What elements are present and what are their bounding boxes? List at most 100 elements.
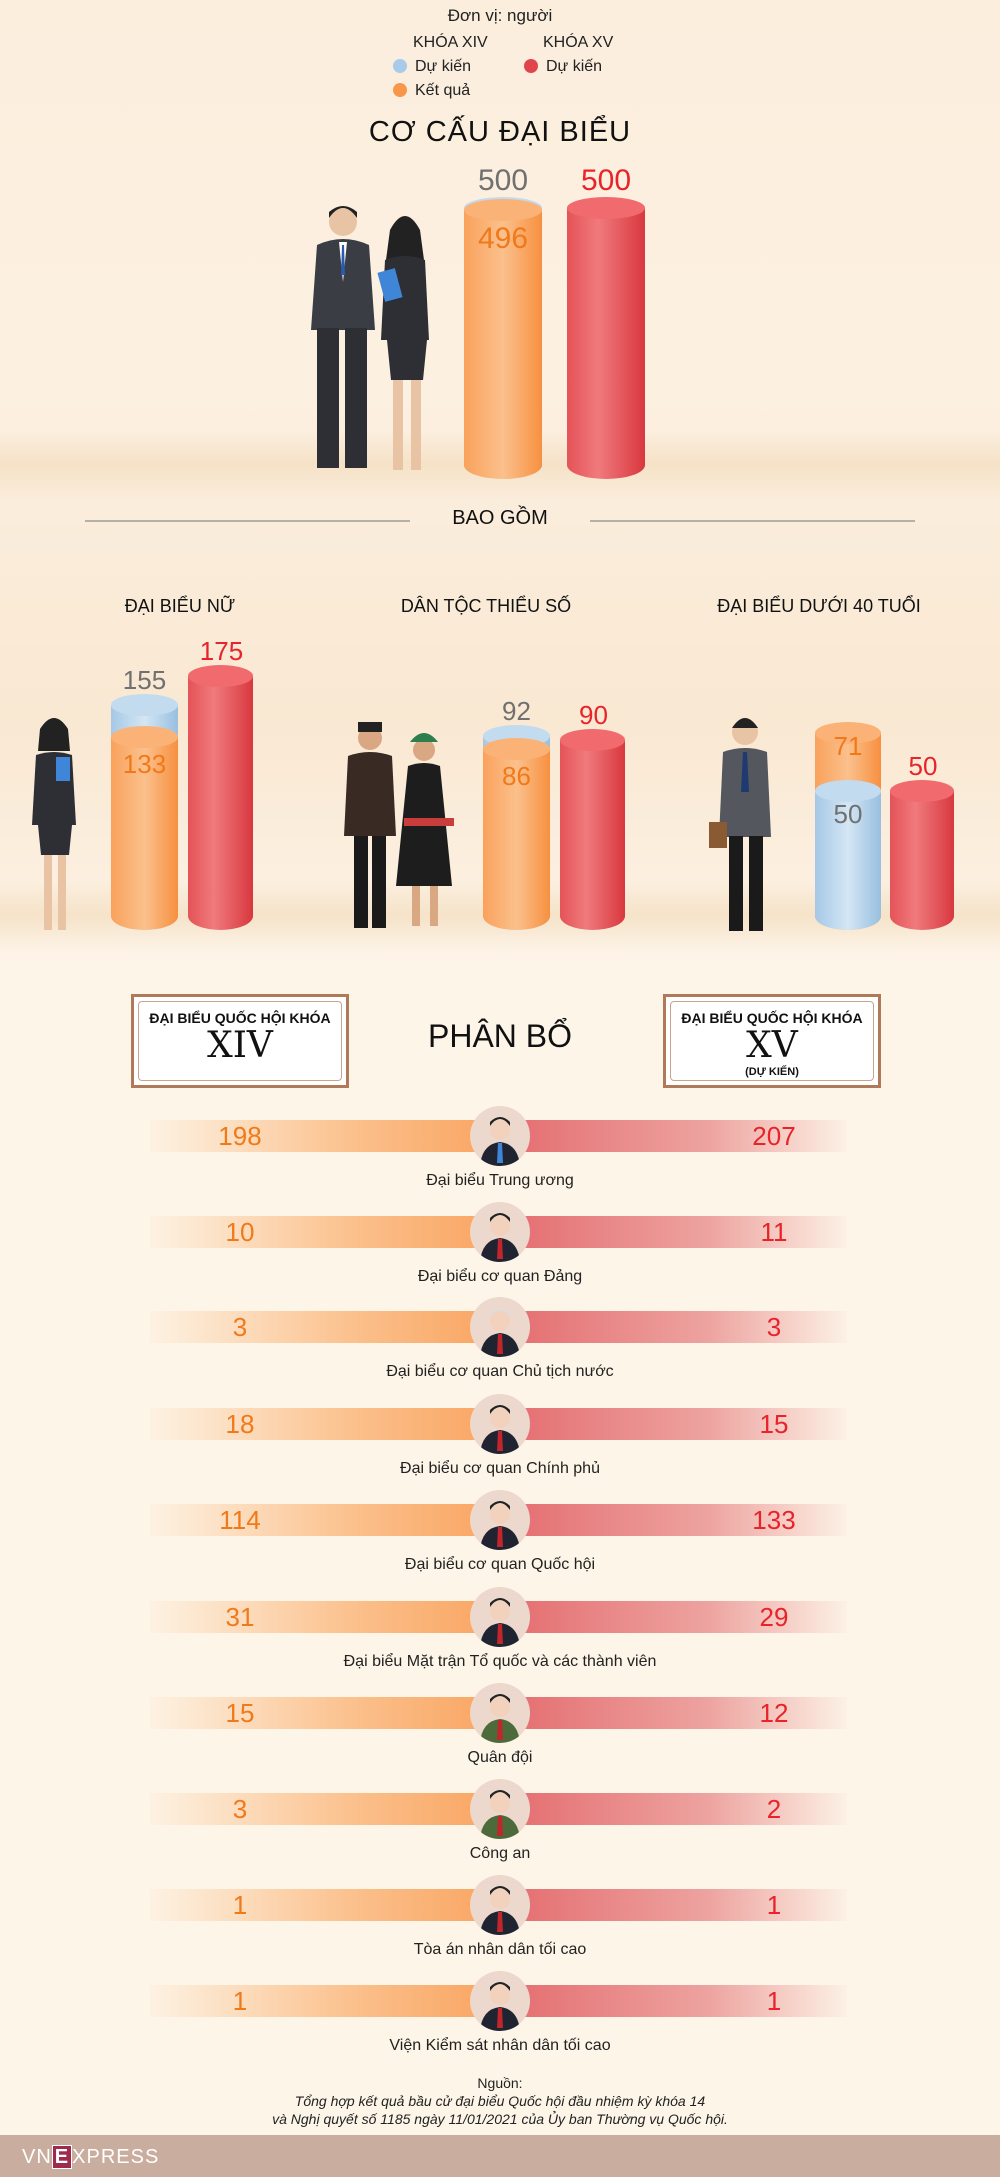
footer-bar (0, 2135, 1000, 2177)
allocation-row: 10 11 Đại biểu cơ quan Đảng (0, 1202, 1000, 1316)
value-xiv: 198 (218, 1121, 262, 1151)
row-label: Đại biểu cơ quan Chủ tịch nước (386, 1363, 614, 1380)
blue-dot-icon (393, 59, 407, 73)
legend-xiv-ket-qua: Kết quả (393, 82, 470, 100)
bar-xv (500, 1601, 847, 1633)
value-xiv: 114 (219, 1505, 261, 1535)
bar-xiv (150, 1889, 500, 1921)
section-heading-bao-gom: BAO GỒM (452, 507, 548, 529)
source-line-2: và Nghị quyết số 1185 ngày 11/01/2021 củ… (272, 2111, 728, 2127)
bar-xv (500, 1889, 847, 1921)
box-note: (DỰ KIẾN) (745, 1066, 799, 1078)
young-delegate-illustration (709, 718, 771, 931)
avatar-icon (470, 1875, 530, 1935)
legend-xv-title: KHÓA XV (543, 34, 614, 51)
bar-xv-du-kien-top (890, 780, 954, 803)
value-label: 50 (833, 799, 863, 830)
allocation-row: 18 15 Đại biểu cơ quan Chính phủ (0, 1394, 1000, 1508)
row-label: Đại biểu cơ quan Đảng (417, 1268, 583, 1285)
section-title-dan-toc: DÂN TỘC THIỂU SỐ (400, 596, 572, 616)
section-heading-phan-bo: PHÂN BỔ (427, 1018, 573, 1054)
value-xv: 1 (766, 1890, 782, 1920)
avatar-icon (470, 1297, 530, 1357)
legend-xiv-title: KHÓA XIV (413, 34, 488, 51)
bar-xiv (150, 1793, 500, 1825)
bar-xiv (150, 1504, 500, 1536)
allocation-row: 3 2 Công an (0, 1779, 1000, 1893)
value-label: 71 (833, 731, 863, 761)
box-title: ĐẠI BIỂU QUỐC HỘI KHÓA (681, 1010, 863, 1026)
bar-xv (500, 1985, 847, 2017)
bar-xv (500, 1216, 847, 1248)
bar-xv (500, 1697, 847, 1729)
value-label: 500 (477, 164, 529, 197)
row-label: Quân đội (467, 1749, 533, 1766)
avatar-icon (470, 1971, 530, 2031)
unit-label: Đơn vị: người (447, 6, 553, 25)
box-title: ĐẠI BIỂU QUỐC HỘI KHÓA (149, 1010, 331, 1026)
bar-ket-qua-top (464, 199, 542, 222)
allocation-row: 198 207 Đại biểu Trung ương (0, 1106, 1000, 1220)
value-xiv: 31 (225, 1602, 255, 1632)
bar-xv-du-kien-top (188, 665, 253, 687)
row-label: Đại biểu Trung ương (426, 1172, 574, 1189)
value-xv: 3 (766, 1312, 782, 1342)
value-xv: 29 (759, 1602, 789, 1632)
bar-ket-qua-top (483, 737, 550, 760)
source-line-1: Tổng hợp kết quả bầu cử đại biểu Quốc hộ… (294, 2093, 706, 2109)
bar-xv-du-kien-top (567, 197, 645, 219)
row-label: Viện Kiểm sát nhân dân tối cao (389, 2037, 611, 2054)
value-xv: 15 (759, 1409, 789, 1439)
value-xiv: 15 (225, 1698, 255, 1728)
bar-xiv (150, 1216, 500, 1248)
allocation-row: 3 3 Đại biểu cơ quan Chủ tịch nước (0, 1297, 1000, 1411)
bar-xv (500, 1311, 847, 1343)
legend-text: Dự kiến (546, 58, 603, 75)
value-xiv: 1 (232, 1890, 248, 1920)
bar-xiv-du-kien-top (815, 780, 881, 803)
value-label: 50 (908, 751, 938, 782)
avatar-icon (470, 1394, 530, 1454)
row-label: Đại biểu cơ quan Chính phủ (400, 1460, 600, 1477)
avatar-icon (470, 1490, 530, 1550)
value-label: 175 (199, 636, 244, 666)
value-label: 86 (502, 760, 531, 791)
bar-xiv (150, 1601, 500, 1633)
legend-text: Dự kiến (415, 58, 472, 75)
value-xiv: 3 (232, 1312, 248, 1342)
vnexpress-logo[interactable]: VN E XPRESS (22, 2145, 159, 2169)
orange-dot-icon (393, 83, 407, 97)
bar-xv (500, 1408, 847, 1440)
box-roman: XIV (207, 1025, 273, 1066)
value-xv: 12 (759, 1698, 789, 1728)
value-xiv: 18 (225, 1409, 255, 1439)
bar-xiv (150, 1985, 500, 2017)
bar-xiv (150, 1120, 500, 1152)
value-label: 155 (122, 665, 167, 696)
value-xiv: 3 (232, 1794, 248, 1824)
source-label: Nguồn: (477, 2075, 523, 2091)
bar-xiv-du-kien-top (111, 694, 178, 717)
ethnic-minority-illustration (344, 722, 454, 928)
value-xv: 1 (766, 1986, 782, 2016)
value-xiv: 10 (225, 1217, 255, 1247)
bar-xiv-du-kien (815, 780, 881, 930)
bar-xv-du-kien (560, 729, 625, 930)
legend-xiv-du-kien: Dự kiến (393, 58, 471, 76)
bar-xiv (150, 1697, 500, 1729)
row-label: Công an (469, 1845, 531, 1862)
bar-xv (500, 1504, 847, 1536)
bar-xv-du-kien (567, 197, 645, 479)
bar-xv-du-kien-top (560, 729, 625, 752)
value-xv: 11 (760, 1217, 788, 1247)
legend-xv-du-kien: Dự kiến (524, 58, 602, 76)
bar-xv-du-kien (188, 665, 253, 930)
bar-xv (500, 1793, 847, 1825)
bar-xv-du-kien (890, 780, 954, 930)
row-label: Đại biểu Mặt trận Tổ quốc và các thành v… (343, 1653, 657, 1670)
avatar-icon (470, 1779, 530, 1839)
page-title: CƠ CẤU ĐẠI BIỂU (368, 116, 632, 148)
value-label: 90 (579, 700, 608, 731)
allocation-row: 31 29 Đại biểu Mặt trận Tổ quốc và các t… (0, 1587, 1000, 1701)
female-delegate-illustration (32, 718, 76, 930)
